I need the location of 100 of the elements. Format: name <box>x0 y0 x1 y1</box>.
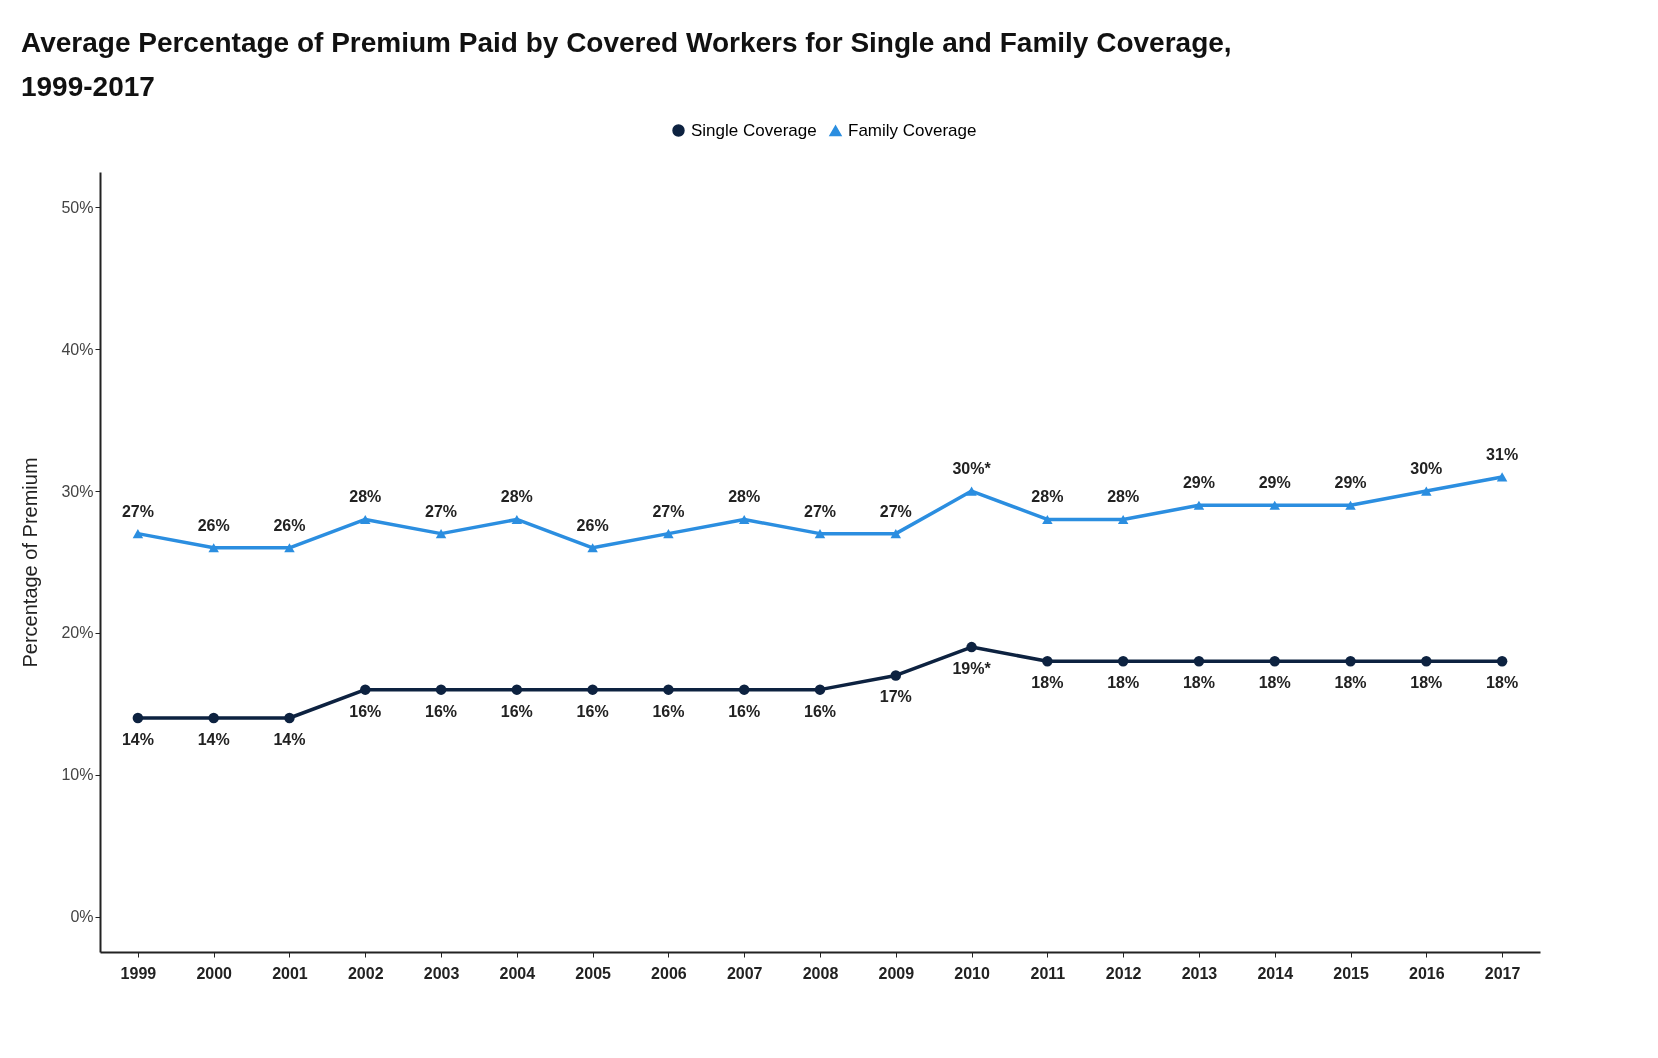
point <box>890 529 902 539</box>
x-tick-label: 2007 <box>726 964 763 982</box>
data-label: 14% <box>197 731 230 748</box>
x-tick-label: 2015 <box>1333 964 1369 982</box>
point <box>814 529 826 539</box>
data-label: 17% <box>879 688 912 706</box>
point <box>966 486 977 496</box>
point <box>1421 486 1432 496</box>
data-label: 28% <box>1107 488 1140 506</box>
point <box>1117 514 1129 524</box>
data-label: 16% <box>803 702 837 720</box>
data-label: 16% <box>576 702 609 720</box>
point <box>663 529 674 539</box>
data-label: 26% <box>576 516 609 534</box>
data-label: 30%* <box>952 460 992 478</box>
data-label: 18% <box>1107 674 1140 692</box>
data-label: 16% <box>425 702 458 720</box>
data-label: 28% <box>1031 488 1064 506</box>
y-tick-label: 20% <box>61 624 94 642</box>
point <box>890 670 902 681</box>
y-tick-label: 10% <box>61 766 94 784</box>
point <box>1193 656 1205 667</box>
data-label: 27% <box>879 502 912 520</box>
x-tick-label: 2013 <box>1181 964 1218 982</box>
data-label: 14% <box>121 731 154 748</box>
chart-title: Average Percentage of Premium Paid by Covered Workers for Single and Family Coverage, 1999-2017 <box>20 27 1232 102</box>
data-label: 16% <box>652 702 685 720</box>
point <box>360 514 371 524</box>
y-axis-title: Percentage of Premium <box>19 457 42 668</box>
x-tick-label: 2014 <box>1257 964 1294 982</box>
x-tick-label: 2016 <box>1409 964 1445 982</box>
data-label: 28% <box>500 488 533 506</box>
y-tick-label: 0% <box>70 908 94 926</box>
x-tick-label: 2006 <box>651 964 687 982</box>
point <box>1496 472 1508 482</box>
point <box>435 684 447 695</box>
legend-label: Family Coverage <box>848 120 977 140</box>
legend-label: Single Coverage <box>691 120 817 140</box>
data-label: 18% <box>1258 674 1291 692</box>
point <box>966 641 977 653</box>
point <box>1496 656 1508 667</box>
point <box>208 712 219 724</box>
x-tick-label: 2009 <box>878 964 915 982</box>
data-label: 19%* <box>952 660 992 678</box>
point <box>1345 656 1356 667</box>
point <box>587 684 598 695</box>
x-tick-label: 2011 <box>1030 964 1066 982</box>
data-label: 27% <box>803 502 837 520</box>
x-tick-label: 2012 <box>1105 964 1142 982</box>
point <box>587 543 598 553</box>
point <box>284 543 295 553</box>
x-tick-label: 2010 <box>954 964 990 982</box>
data-label: 29% <box>1182 474 1215 492</box>
point <box>511 514 523 524</box>
point <box>663 684 674 695</box>
y-tick-label: 30% <box>61 482 94 500</box>
point <box>360 684 371 695</box>
point <box>132 712 144 724</box>
x-tick-label: 2005 <box>575 964 612 982</box>
point <box>1269 656 1280 667</box>
data-label: 18% <box>1182 674 1215 692</box>
point <box>1269 500 1280 510</box>
data-label: 18% <box>1410 674 1443 692</box>
data-label: 18% <box>1486 674 1519 692</box>
y-tick-label: 50% <box>61 198 94 216</box>
data-label: 30% <box>1410 460 1443 478</box>
data-label: 27% <box>425 502 458 520</box>
x-tick-label: 2000 <box>196 964 233 982</box>
x-tick-label: 2003 <box>423 964 460 982</box>
data-label: 14% <box>273 731 306 748</box>
data-label: 29% <box>1334 474 1367 492</box>
point <box>511 684 523 695</box>
point <box>1042 514 1053 524</box>
point <box>132 529 144 539</box>
data-label: 18% <box>1334 674 1367 692</box>
point <box>208 543 219 553</box>
data-label: 28% <box>728 488 761 506</box>
x-tick-label: 2008 <box>802 964 839 982</box>
data-label: 26% <box>273 516 306 534</box>
data-label: 27% <box>121 502 154 520</box>
data-label: 26% <box>197 516 230 534</box>
point <box>435 529 447 539</box>
data-label: 16% <box>500 702 533 720</box>
point <box>814 684 826 695</box>
data-label: 18% <box>1031 674 1064 692</box>
point <box>284 712 295 724</box>
x-tick-label: 2001 <box>272 964 308 982</box>
y-tick-label: 40% <box>61 340 94 358</box>
data-label: 29% <box>1258 474 1291 492</box>
x-tick-label: 2017 <box>1484 964 1521 982</box>
x-tick-label: 1999 <box>120 964 157 982</box>
point <box>1345 500 1356 510</box>
data-label: 16% <box>728 702 761 720</box>
point <box>1042 656 1053 667</box>
x-tick-label: 2004 <box>499 964 536 982</box>
point <box>738 514 750 524</box>
data-label: 16% <box>349 702 382 720</box>
data-label: 28% <box>349 488 382 506</box>
point <box>1117 656 1129 667</box>
point <box>1421 656 1432 667</box>
